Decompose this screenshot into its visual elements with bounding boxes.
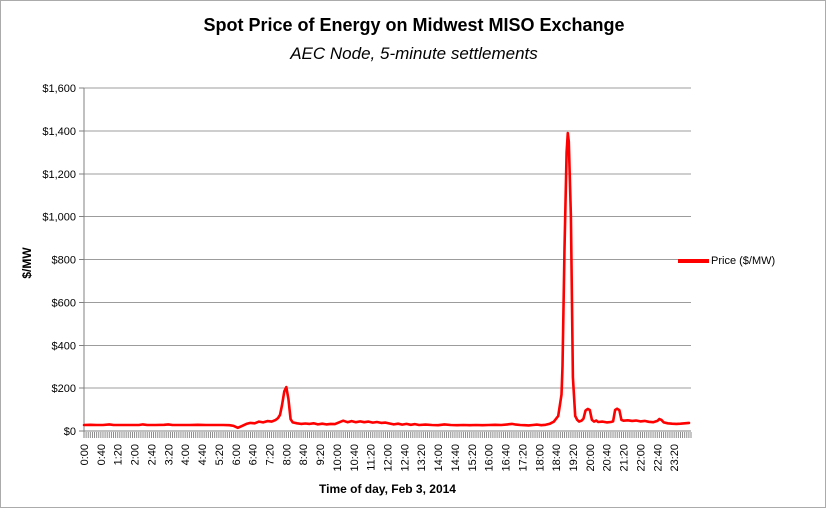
x-tick-label: 4:00 bbox=[180, 444, 192, 465]
legend-line-marker bbox=[678, 259, 709, 263]
legend-label: Price ($/MW) bbox=[711, 255, 776, 267]
y-tick-label: $1,000 bbox=[42, 212, 76, 224]
x-tick-label: 18:00 bbox=[534, 444, 546, 472]
y-tick-label: $0 bbox=[64, 426, 76, 438]
x-tick-label: 22:00 bbox=[635, 444, 647, 472]
x-tick-label: 16:40 bbox=[501, 444, 513, 472]
x-tick-label: 12:00 bbox=[383, 444, 395, 472]
x-tick-label: 3:20 bbox=[163, 444, 175, 465]
x-tick-label: 18:40 bbox=[551, 444, 563, 472]
x-tick-label: 7:20 bbox=[264, 444, 276, 465]
x-tick-label: 9:20 bbox=[315, 444, 327, 465]
x-tick-label: 11:20 bbox=[366, 444, 378, 471]
x-tick-label: 6:40 bbox=[248, 444, 260, 465]
y-tick-label: $400 bbox=[52, 340, 76, 352]
x-tick-label: 1:20 bbox=[113, 444, 125, 465]
price-line-series bbox=[82, 131, 691, 430]
x-tick-label: 23:20 bbox=[669, 444, 681, 472]
x-tick-label: 15:20 bbox=[467, 444, 479, 472]
x-tick-label: 2:00 bbox=[130, 444, 142, 465]
x-axis-title: Time of day, Feb 3, 2014 bbox=[319, 482, 456, 496]
x-tick-label: 22:40 bbox=[652, 444, 664, 472]
x-tick-label: 10:00 bbox=[332, 444, 344, 472]
y-tick-label: $800 bbox=[52, 255, 76, 267]
x-tick-label: 10:40 bbox=[349, 444, 361, 472]
x-tick-label: 0:40 bbox=[96, 444, 108, 465]
y-tick-label: $600 bbox=[52, 297, 76, 309]
x-tick-label: 14:40 bbox=[450, 444, 462, 472]
x-tick-label: 8:40 bbox=[298, 444, 310, 465]
legend: Price ($/MW) bbox=[678, 255, 775, 267]
x-tick-label: 8:00 bbox=[281, 444, 293, 465]
x-tick-label: 16:00 bbox=[484, 444, 496, 472]
x-tick-label: 17:20 bbox=[517, 444, 529, 472]
x-tick-label: 12:40 bbox=[399, 444, 411, 472]
x-tick-label: 4:40 bbox=[197, 444, 209, 465]
y-tick-label: $1,600 bbox=[42, 83, 76, 95]
y-tick-label: $1,200 bbox=[42, 169, 76, 181]
y-tick-label: $1,400 bbox=[42, 126, 76, 138]
x-tick-label: 0:00 bbox=[79, 444, 91, 465]
x-tick-label: 20:00 bbox=[585, 444, 597, 472]
x-tick-label: 20:40 bbox=[602, 444, 614, 472]
chart-title: Spot Price of Energy on Midwest MISO Exc… bbox=[203, 15, 625, 35]
x-tick-label: 21:20 bbox=[619, 444, 631, 472]
x-tick-label: 13:20 bbox=[416, 444, 428, 472]
x-tick-label: 14:00 bbox=[433, 444, 445, 472]
x-tick-label: 19:20 bbox=[568, 444, 580, 472]
x-tick-label: 6:00 bbox=[231, 444, 243, 465]
x-tick-label: 2:40 bbox=[146, 444, 158, 465]
x-tick-label: 5:20 bbox=[214, 444, 226, 465]
y-tick-label: $200 bbox=[52, 383, 76, 395]
chart-subtitle: AEC Node, 5-minute settlements bbox=[290, 44, 538, 63]
